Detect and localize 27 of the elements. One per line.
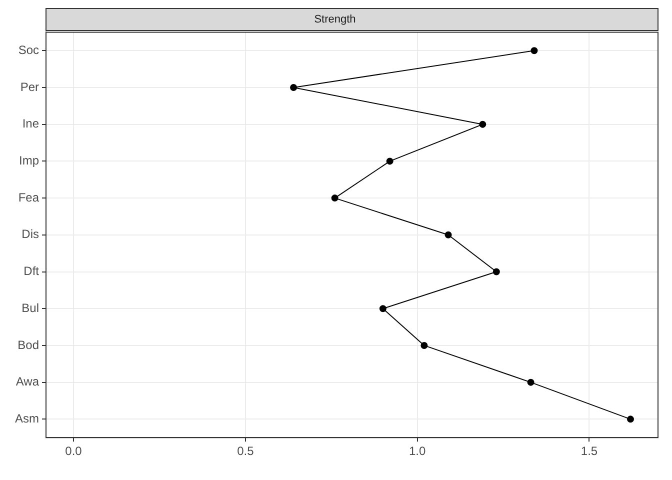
point [420,342,428,349]
y-tick-label: Dis [22,227,39,242]
y-tick-label: Per [20,80,39,94]
point [386,158,394,165]
y-tick-label: Ine [22,116,40,131]
y-tick-label: Imp [18,154,40,168]
chart-title: Strength [314,14,356,26]
point [492,268,500,276]
point [379,305,386,312]
point [626,416,634,423]
point [444,231,452,238]
y-tick-label: Fea [18,190,40,204]
y-tick-label: Awa [16,374,40,389]
x-tick-label: 1.5 [580,444,598,458]
y-tick-label: Dft [24,264,40,278]
x-tick-label: 0.0 [65,444,82,458]
y-tick-label: Soc [18,42,39,57]
point [331,194,338,202]
point [479,120,486,128]
x-tick-label: 0.5 [237,444,254,458]
y-tick-label: Bod [18,338,39,352]
y-tick-label: Asm [15,411,40,426]
point [530,47,538,54]
y-tick-label: Bul [22,300,39,315]
point [527,378,534,386]
point [290,84,298,91]
x-tick-label: 1.0 [408,444,426,458]
